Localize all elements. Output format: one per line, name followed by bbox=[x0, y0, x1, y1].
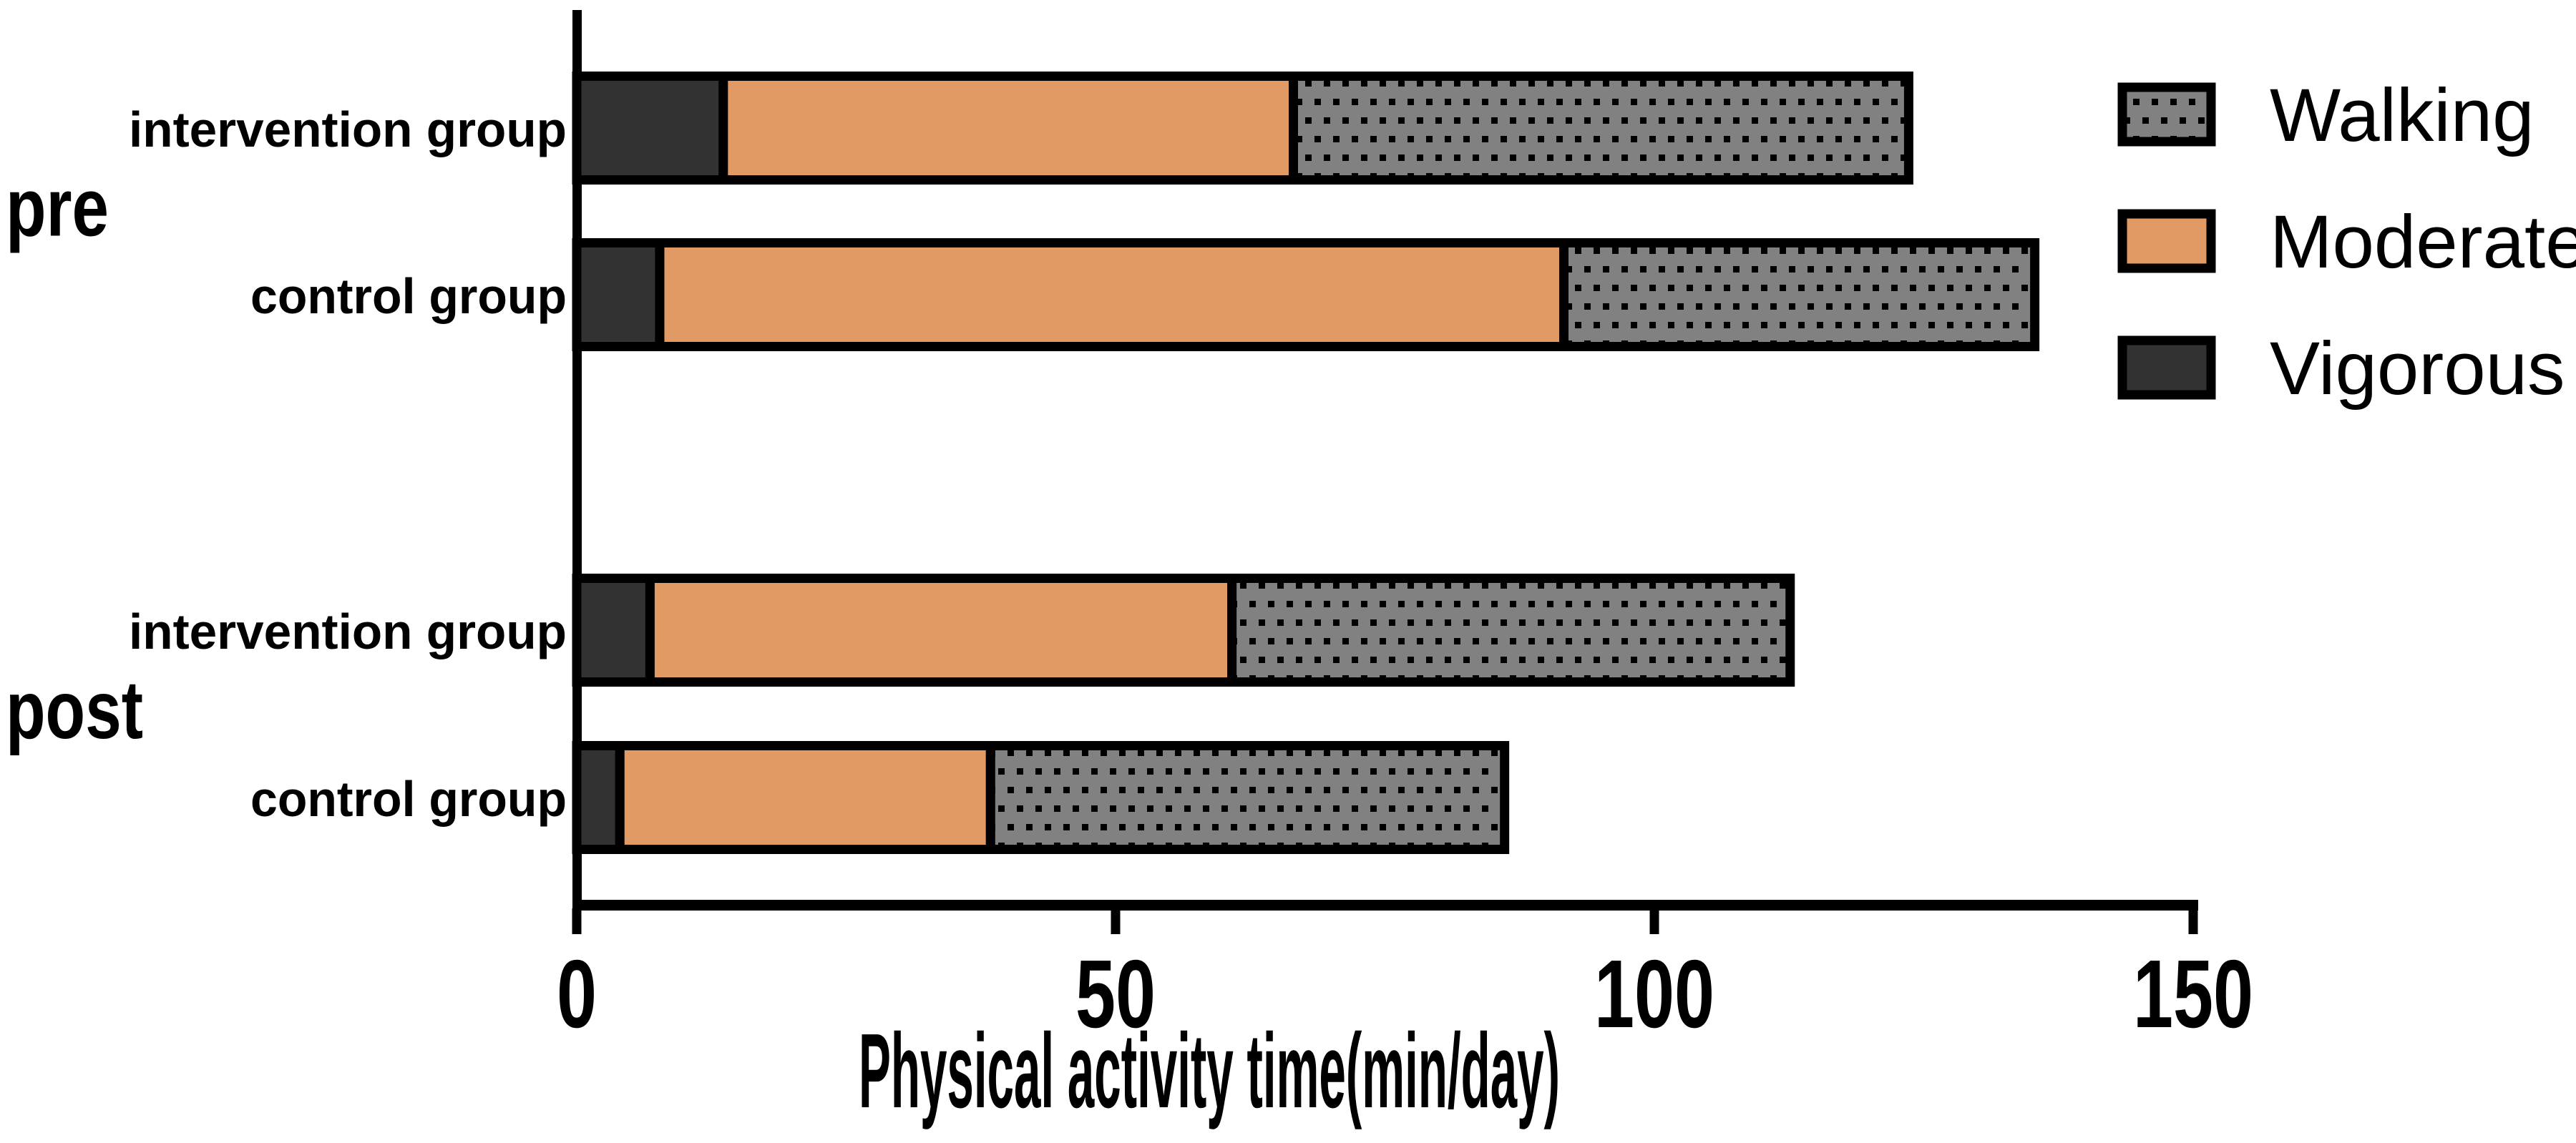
legend: Walking Moderate Vigorous bbox=[2117, 74, 2576, 411]
x-axis-tick-label: 150 bbox=[2133, 940, 2253, 1048]
row-label: intervention group bbox=[129, 102, 567, 157]
row-label: intervention group bbox=[129, 604, 567, 659]
bars-layer bbox=[572, 72, 2040, 854]
bar-segment-moderate bbox=[615, 741, 995, 854]
bar-segment-vigorous bbox=[572, 741, 625, 854]
legend-label: Vigorous bbox=[2270, 327, 2565, 411]
x-axis-tick-label: 0 bbox=[557, 940, 597, 1048]
legend-label: Moderate bbox=[2270, 200, 2576, 284]
x-axis-tick-label: 50 bbox=[1075, 940, 1156, 1048]
row-labels-layer: intervention group control group intervent… bbox=[129, 102, 567, 827]
period-labels-layer: pre post bbox=[6, 162, 143, 757]
x-axis-tick bbox=[572, 908, 582, 934]
legend-item: Moderate bbox=[2117, 200, 2576, 284]
bar-segment-moderate bbox=[718, 72, 1298, 185]
bar-segment-walking bbox=[1288, 72, 1913, 185]
period-label-pre: pre bbox=[6, 162, 109, 254]
bar-segment-walking bbox=[1227, 574, 1795, 687]
row-label: control group bbox=[250, 771, 567, 827]
legend-item: Vigorous bbox=[2117, 327, 2565, 411]
bar-segment-walking bbox=[985, 741, 1510, 854]
row-label: control group bbox=[250, 268, 567, 324]
x-axis-tick bbox=[1111, 908, 1121, 934]
bar-segment-vigorous bbox=[572, 574, 655, 687]
bar-segment-moderate bbox=[645, 574, 1237, 687]
legend-swatch-walking bbox=[2117, 82, 2216, 147]
x-axis-title: Physical activity time(min/day) bbox=[859, 1012, 1560, 1130]
bar-segment-vigorous bbox=[572, 238, 665, 351]
bar-row bbox=[572, 72, 1913, 185]
bar-segment-moderate bbox=[655, 238, 1568, 351]
period-label-post: post bbox=[6, 664, 143, 756]
bar-segment-vigorous bbox=[572, 72, 728, 185]
x-axis-spine bbox=[572, 900, 2198, 911]
bar-segment-walking bbox=[1558, 238, 2040, 351]
axes-layer: 0 50 100 150 bbox=[557, 10, 2253, 1048]
x-axis-tick bbox=[2188, 908, 2198, 934]
bar-row bbox=[572, 741, 1510, 854]
x-axis-tick bbox=[1649, 908, 1659, 934]
x-axis-tick-label: 100 bbox=[1594, 940, 1714, 1048]
legend-label: Walking bbox=[2270, 74, 2534, 157]
bar-row bbox=[572, 574, 1795, 687]
legend-swatch-vigorous bbox=[2117, 335, 2216, 400]
bar-row bbox=[572, 238, 2040, 351]
legend-swatch-moderate bbox=[2117, 209, 2216, 273]
legend-item: Walking bbox=[2117, 74, 2534, 157]
